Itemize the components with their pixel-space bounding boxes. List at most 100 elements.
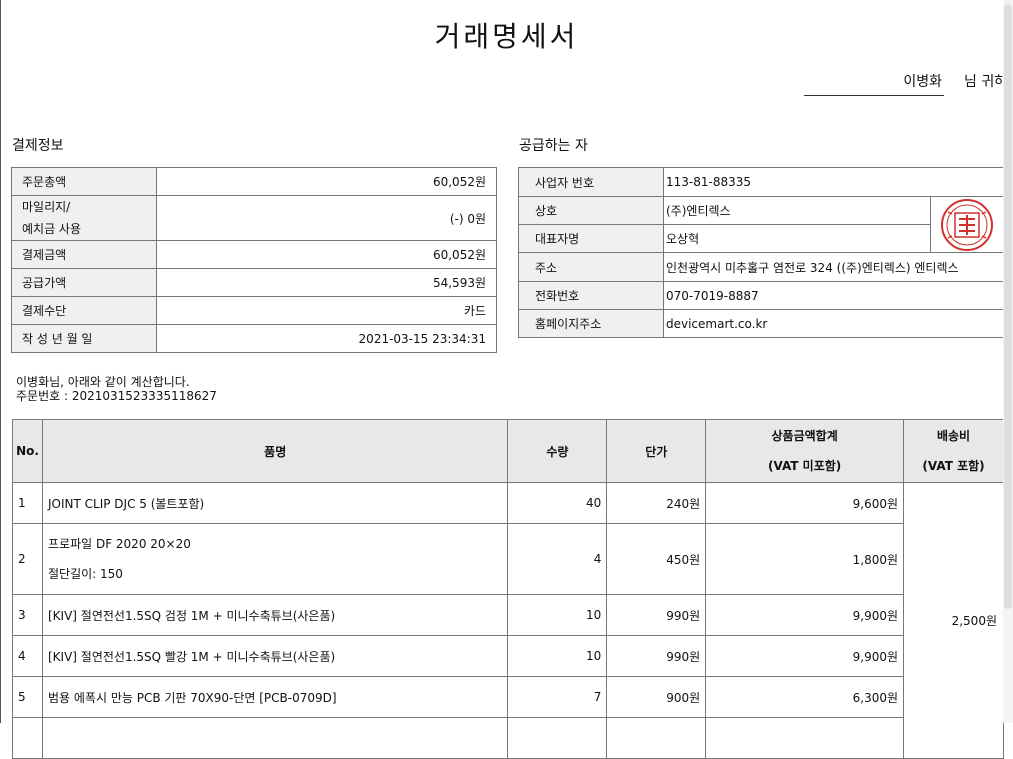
table-row: 3 [KIV] 절연전선1.5SQ 검정 1M + 미니수축튜브(사은품) 10…	[12, 594, 1004, 636]
supplier-value: 오상혁	[663, 224, 931, 253]
item-name: 범용 에폭시 만능 PCB 기판 70X90-단면 [PCB-0709D]	[41, 676, 509, 718]
supplier-row: 상호 (주)엔티렉스	[518, 196, 1004, 253]
item-no: 3	[12, 594, 43, 636]
recipient-name-line: 이병화	[804, 71, 944, 96]
invoice-message: 이병화님, 아래와 같이 계산합니다. 주문번호 : 2021031523335…	[16, 375, 217, 403]
item-price: 900원	[606, 676, 707, 718]
supplier-value: 인천광역시 미추홀구 염전로 324 ((주)엔티렉스) 엔티렉스	[663, 252, 1004, 282]
table-row: 2 프로파일 DF 2020 20×20 절단길이: 150 4 450원 1,…	[12, 523, 1004, 595]
payment-row: 주문총액 60,052원	[11, 167, 497, 196]
item-subtotal: 9,900원	[705, 635, 905, 677]
supplier-table: 사업자 번호 113-81-88335 상호 (주)엔티렉스 대표자명 오상혁 …	[518, 167, 1004, 338]
payment-heading: 결제정보	[12, 138, 64, 154]
payment-value: 60,052원	[156, 240, 497, 269]
col-header-price: 단가	[606, 419, 707, 483]
shipping-fee: 2,500원	[903, 482, 1004, 759]
supplier-row: 홈페이지주소 devicemart.co.kr	[518, 309, 1004, 338]
col-header-subtotal-line: (VAT 미포함)	[767, 459, 842, 473]
payment-row: 공급가액 54,593원	[11, 268, 497, 297]
col-header-name: 품명	[41, 419, 509, 483]
supplier-row: 주소 인천광역시 미추홀구 염전로 324 ((주)엔티렉스) 엔티렉스	[518, 252, 1004, 282]
greeting-text: 이병화님, 아래와 같이 계산합니다.	[16, 375, 190, 389]
payment-label: 공급가액	[11, 268, 157, 297]
item-subtotal: 6,300원	[705, 676, 905, 718]
item-no: 1	[12, 482, 43, 524]
item-subtotal: 9,900원	[705, 594, 905, 636]
supplier-value: (주)엔티렉스	[663, 196, 931, 225]
payment-value: 카드	[156, 296, 497, 325]
recipient-name: 이병화	[903, 74, 942, 90]
payment-label: 주문총액	[11, 167, 157, 196]
item-subtotal: 1,800원	[705, 523, 905, 595]
payment-label: 작 성 년 월 일	[11, 324, 157, 353]
item-no	[12, 717, 43, 759]
item-qty: 10	[507, 594, 608, 636]
item-price: 990원	[606, 594, 707, 636]
col-header-subtotal-line: 상품금액합계	[771, 429, 838, 443]
payment-row: 결제금액 60,052원	[11, 240, 497, 269]
col-header-shipping-line: (VAT 포함)	[922, 459, 985, 473]
item-qty	[507, 717, 608, 759]
item-subtotal	[705, 717, 905, 759]
supplier-heading: 공급하는 자	[519, 138, 588, 154]
col-header-subtotal: 상품금액합계 (VAT 미포함)	[705, 419, 905, 483]
payment-label: 결제수단	[11, 296, 157, 325]
supplier-row: 전화번호 070-7019-8887	[518, 281, 1004, 310]
scrollbar-thumb[interactable]	[1004, 4, 1012, 609]
item-name: [KIV] 절연전선1.5SQ 검정 1M + 미니수축튜브(사은품)	[41, 594, 509, 636]
payment-label: 마일리지/ 예치금 사용	[11, 195, 157, 241]
payment-value: (-) 0원	[156, 195, 497, 241]
item-price: 450원	[606, 523, 707, 595]
item-price: 990원	[606, 635, 707, 677]
document-title: 거래명세서	[434, 20, 579, 53]
page-border	[0, 0, 1, 723]
item-qty: 7	[507, 676, 608, 718]
recipient-honorific: 님 귀하	[964, 74, 1008, 90]
item-name: JOINT CLIP DJC 5 (볼트포함)	[41, 482, 509, 524]
item-no: 5	[12, 676, 43, 718]
payment-row: 마일리지/ 예치금 사용 (-) 0원	[11, 195, 497, 241]
stamp-cell	[930, 196, 1004, 253]
payment-value: 2021-03-15 23:34:31	[156, 324, 497, 353]
payment-row: 작 성 년 월 일 2021-03-15 23:34:31	[11, 324, 497, 353]
payment-label-line: 마일리지/	[22, 200, 71, 214]
supplier-label: 상호	[518, 196, 664, 225]
col-header-no: No.	[12, 419, 43, 483]
item-qty: 40	[507, 482, 608, 524]
supplier-label: 주소	[518, 252, 664, 282]
order-number: 주문번호 : 20210315233351186​27	[16, 389, 217, 403]
items-header-row: No. 품명 수량 단가 상품금액합계 (VAT 미포함) 배송비 (VAT 포…	[12, 419, 1004, 483]
supplier-value: 070-7019-8887	[663, 281, 1004, 310]
table-row	[12, 717, 1004, 759]
supplier-label: 대표자명	[518, 224, 664, 253]
col-header-shipping: 배송비 (VAT 포함)	[903, 419, 1004, 483]
supplier-value: devicemart.co.kr	[663, 309, 1004, 338]
supplier-label: 전화번호	[518, 281, 664, 310]
table-row: 4 [KIV] 절연전선1.5SQ 빨강 1M + 미니수축튜브(사은품) 10…	[12, 635, 1004, 677]
payment-label: 결제금액	[11, 240, 157, 269]
table-row: 1 JOINT CLIP DJC 5 (볼트포함) 40 240원 9,600원…	[12, 482, 1004, 759]
item-name	[41, 717, 509, 759]
supplier-label: 사업자 번호	[518, 167, 664, 197]
item-price	[606, 717, 707, 759]
supplier-label: 홈페이지주소	[518, 309, 664, 338]
item-name: [KIV] 절연전선1.5SQ 빨강 1M + 미니수축튜브(사은품)	[41, 635, 509, 677]
col-header-qty: 수량	[507, 419, 608, 483]
payment-value: 60,052원	[156, 167, 497, 196]
item-qty: 4	[507, 523, 608, 595]
company-seal-icon	[941, 198, 993, 251]
payment-label-line: 예치금 사용	[22, 222, 82, 236]
item-no: 2	[12, 523, 43, 595]
supplier-value: 113-81-88335	[663, 167, 1004, 197]
item-name-text: 프로파일 DF 2020 20×20	[47, 537, 191, 551]
item-qty: 10	[507, 635, 608, 677]
payment-row: 결제수단 카드	[11, 296, 497, 325]
item-price: 240원	[606, 482, 707, 524]
item-subtotal: 9,600원	[705, 482, 905, 524]
item-name: 프로파일 DF 2020 20×20 절단길이: 150	[41, 523, 509, 595]
item-option: 절단길이: 150	[47, 567, 123, 581]
table-row: 5 범용 에폭시 만능 PCB 기판 70X90-단면 [PCB-0709D] …	[12, 676, 1004, 718]
supplier-row: 사업자 번호 113-81-88335	[518, 167, 1004, 197]
col-header-shipping-line: 배송비	[936, 429, 971, 443]
item-no: 4	[12, 635, 43, 677]
